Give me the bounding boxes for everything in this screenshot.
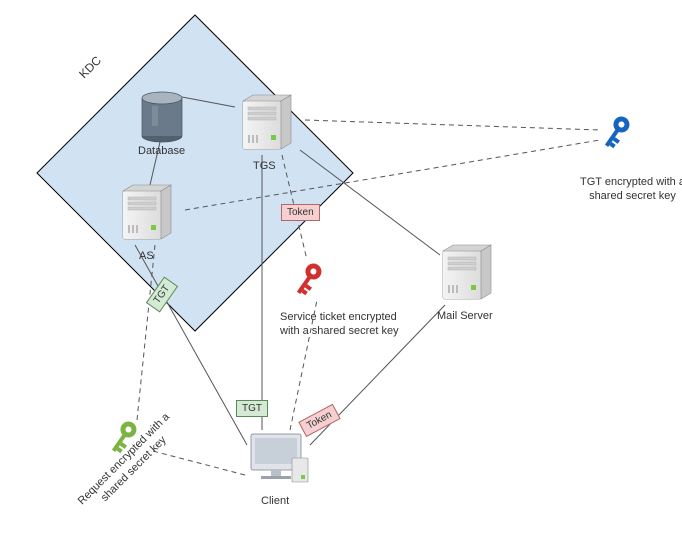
database-node [142,92,182,142]
key-red-label: Service ticket encryptedwith a shared se… [280,310,399,339]
client-node [251,434,308,482]
as-node [123,185,171,239]
mail-server-node [443,245,491,299]
tgs-label: TGS [253,159,276,173]
key-red-icon [292,260,325,297]
as-label: AS [139,249,154,263]
key-blue-icon [600,113,633,150]
key-blue-label: TGT encrypted with ashared secret key [580,175,682,204]
diagram-canvas [0,0,682,543]
client-label: Client [261,494,289,508]
database-label: Database [138,144,185,158]
tgs-node [243,95,291,149]
mail-server-label: Mail Server [437,309,493,323]
badge-tgt-client: TGT [236,400,268,417]
badge-token-tgs: Token [281,204,320,221]
